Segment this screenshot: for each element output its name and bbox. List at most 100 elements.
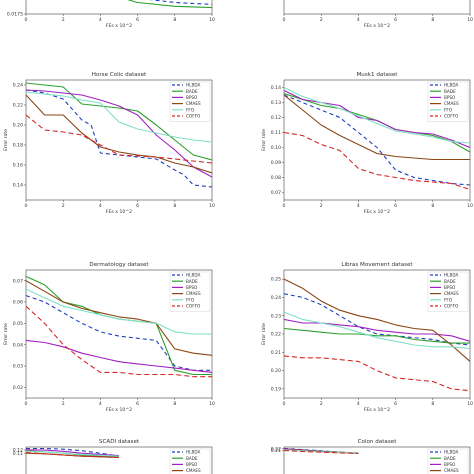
chart-panel-6: SCADI dataset 0.120.11 HLBDABADEBPSOCMAESF… [13,439,213,474]
y-tick-label: 0.18 [13,143,23,149]
legend-label: BPSO [186,462,198,467]
x-tick-label: 6 [394,17,397,23]
series-line-cmaes [284,278,470,362]
series-line-hlbda [284,94,470,186]
x-tick-label: 6 [394,401,397,407]
series-line-bade [284,327,470,344]
x-tick-label: 2 [62,17,65,23]
y-tick-label: 0.22 [271,332,281,338]
y-tick-label: 0.14 [271,85,281,91]
chart-title: Dermatology dataset [89,262,149,268]
series-line-hlbda [284,293,470,346]
x-tick-label: 0 [25,17,28,23]
series-line-coffo [284,131,470,191]
chart-title: Musk1 dataset [356,72,398,78]
legend-label: HLBDA [186,450,201,455]
series-group [284,87,470,191]
y-tick-label: 0.19 [271,0,281,2]
legend-label: CMAES [186,291,201,296]
y-tick-label: 0.09 [271,160,281,166]
series-line-ffo [26,91,212,143]
x-tick-label: 10 [209,203,215,209]
y-tick-label: 0.04 [13,342,23,348]
x-axis-label: FEs x 10^2 [364,209,390,215]
x-tick-label: 2 [62,203,65,209]
y-tick-label: 0.24 [13,83,23,89]
x-tick-label: 2 [320,401,323,407]
x-tick-label: 10 [467,401,473,407]
x-tick-label: 2 [62,401,65,407]
legend-label: CMAES [444,468,459,473]
y-tick-label: 0.08 [271,175,281,181]
series-line-ffo [26,288,212,335]
legend-label: BPSO [444,95,456,100]
chart-panel-2: Horse Colic dataset 0.14 0.16 0.18 0.20 0.22 0… [3,72,215,215]
x-tick-label: 4 [99,203,102,209]
y-axis-label: Error rate [261,323,267,345]
series-line-unnamed [127,0,212,9]
y-tick-label: 0.21 [271,350,281,356]
y-tick-label: 0.02 [13,385,23,391]
x-tick-label: 6 [136,17,139,23]
chart-panel-5: Libras Movement dataset 0.19 0.20 0.21 0.22 0… [261,262,473,413]
series-line-unnamed [149,0,212,5]
x-tick-label: 0 [283,203,286,209]
series-line-ffo [284,87,470,144]
x-axis-label: FEs x 10^2 [364,23,390,29]
x-tick-label: 8 [173,203,176,209]
series-line-ffo [26,450,120,457]
series-line-hlbda [26,447,120,457]
x-tick-label: 0 [25,203,28,209]
x-tick-label: 4 [357,401,360,407]
y-tick-label: 0.16 [13,163,23,169]
series-line-ffo [284,449,359,454]
x-tick-label: 4 [357,17,360,23]
series-line-ffo [284,311,470,350]
series-group [26,447,120,459]
y-tick-label: 0.07 [271,190,281,196]
legend-box [169,271,211,312]
legend-label: COFFO [186,114,201,119]
legend-label: BADE [444,279,456,284]
x-tick-label: 2 [320,203,323,209]
y-tick-label: 0.10 [271,145,281,151]
x-axis-label: FEs x 10^2 [106,209,132,215]
series-line-bade [26,82,212,161]
chart-panel-4: Dermatology dataset 0.02 0.03 0.04 0.05 0.06 0… [3,262,215,413]
legend-label: HLBDA [444,273,459,278]
x-axis-label: FEs x 10^2 [106,407,132,413]
plot-frame [283,0,471,15]
series-line-cmaes [26,452,120,459]
y-tick-label: 0.25 [271,277,281,283]
legend-label: CMAES [186,101,201,106]
legend-label: HLBDA [186,83,201,88]
y-tick-label: 0.05 [13,321,23,327]
plot-frame [283,79,471,201]
legend-label: CMAES [186,468,201,473]
y-tick-label: 0.21 [271,448,281,454]
legend-label: FFO [444,297,453,302]
series-line-bpso [26,449,120,457]
legend-label: COFFO [186,304,201,309]
x-tick-label: 6 [136,203,139,209]
x-tick-label: 4 [99,401,102,407]
y-tick-label: 0.11 [13,451,23,457]
chart-title: Libras Movement dataset [341,262,413,268]
y-tick-label: 0.24 [271,295,281,301]
series-line-cmaes [26,94,212,174]
series-line-hlbda [26,89,212,188]
legend-label: HLBDA [186,273,201,278]
y-tick-label: 0.14 [13,183,23,189]
legend-label: FFO [186,297,195,302]
legend-label: HLBDA [444,450,459,455]
y-tick-label: 0.12 [271,115,281,121]
chart-panel-7: Colon dataset 0.220.21 HLBDABADEBPSOCMAESF… [271,439,471,474]
x-tick-label: 10 [467,203,473,209]
x-tick-label: 10 [209,401,215,407]
